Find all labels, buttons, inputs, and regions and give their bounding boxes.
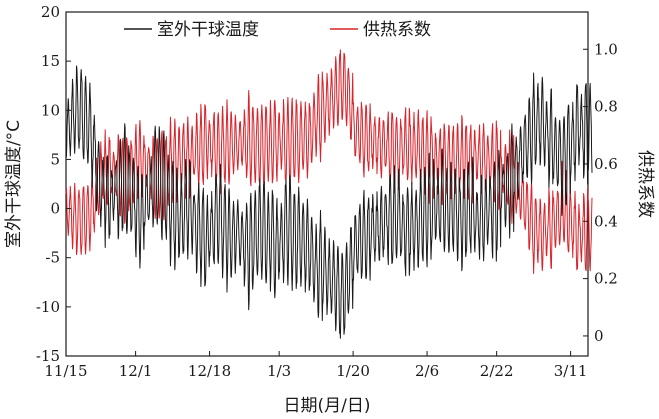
left-axis: -15 -10 -5 0 5 10 15 20 (36, 3, 71, 365)
left-axis-title: 室外干球温度/°C (4, 120, 24, 248)
legend-label-heating-coefficient: 供热系数 (363, 20, 431, 40)
x-tick-label: 12/18 (188, 362, 231, 380)
right-tick-label: 0.8 (594, 98, 618, 116)
right-tick-label: 0.4 (594, 212, 618, 230)
left-tick-label: 10 (41, 101, 60, 119)
left-tick-label: 20 (41, 3, 60, 21)
series-layer (65, 49, 593, 339)
right-tick-label: 0.2 (594, 270, 618, 288)
x-tick-label: 2/6 (415, 362, 439, 380)
right-axis: 0 0.2 0.4 0.6 0.8 1.0 (583, 40, 618, 345)
x-tick-label: 1/20 (336, 362, 370, 380)
left-tick-label: 5 (50, 150, 60, 168)
x-tick-label: 2/22 (480, 362, 514, 380)
left-tick-label: -10 (36, 298, 60, 316)
left-tick-label: -15 (36, 347, 60, 365)
series-line-temperature (65, 65, 593, 339)
right-tick-label: 0 (594, 327, 604, 345)
left-tick-label: 15 (41, 52, 60, 70)
x-tick-label: 11/15 (44, 362, 87, 380)
left-tick-label: 0 (50, 200, 60, 218)
right-tick-label: 1.0 (594, 40, 618, 58)
x-tick-label: 1/3 (267, 362, 291, 380)
x-tick-label: 3/11 (554, 362, 588, 380)
legend: 室外干球温度 供热系数 (124, 20, 431, 40)
x-axis-title: 日期(月/日) (284, 396, 371, 416)
x-tick-label: 12/1 (119, 362, 153, 380)
right-axis-title: 供热系数 (635, 150, 655, 218)
legend-label-temperature: 室外干球温度 (157, 20, 259, 40)
left-tick-label: -5 (45, 249, 60, 267)
right-tick-label: 0.6 (594, 155, 618, 173)
x-axis: 11/15 12/1 12/18 1/3 1/20 2/6 2/22 3/11 (44, 351, 587, 380)
